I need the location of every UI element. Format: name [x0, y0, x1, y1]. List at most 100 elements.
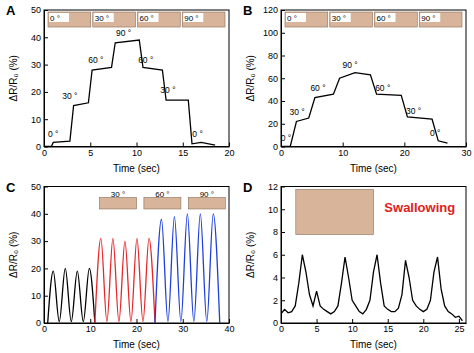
y-axis-title: ΔR/R₀ (%)	[245, 55, 256, 101]
inset-label: 90 °	[184, 14, 198, 23]
tick-label: 100	[263, 28, 278, 38]
plot-marks	[281, 73, 448, 147]
inset-label: 60 °	[377, 14, 391, 23]
annotation: 30 °	[289, 107, 304, 117]
tick-label: 50	[31, 182, 41, 192]
tick-mark	[44, 187, 48, 188]
tick: 40	[224, 319, 234, 334]
y-axis-title: ΔR/R₀ (%)	[245, 232, 256, 278]
annotation: 60 °	[310, 83, 325, 93]
tick-mark	[44, 268, 48, 269]
tick-mark	[281, 255, 285, 256]
tick-mark	[352, 319, 353, 323]
data-line	[95, 238, 155, 323]
photos: 0 °30 °60 °90 °	[48, 12, 225, 27]
plot-frame	[281, 187, 466, 324]
panel: 0510152001020304050Time (sec)ΔR/R₀ (%)A0…	[6, 3, 235, 174]
inset-label: 0 °	[50, 14, 60, 23]
tick: 0	[36, 142, 48, 152]
inset-label: 30 °	[95, 14, 109, 23]
annotation: 0 °	[48, 129, 59, 139]
inset-label: 0 °	[287, 14, 297, 23]
tick: 30	[461, 143, 471, 158]
tick-mark	[229, 319, 230, 323]
photo	[48, 12, 91, 27]
tick-mark	[404, 143, 405, 147]
photo	[375, 12, 418, 27]
tick: 10	[31, 115, 48, 125]
tick: 5	[88, 143, 93, 158]
tick-label: 0	[42, 148, 47, 158]
tick: 0	[273, 142, 285, 152]
annotation: 30 °	[406, 106, 421, 116]
photo-label-bg	[94, 13, 114, 22]
tick-mark	[183, 143, 184, 147]
tick-label: 0	[36, 142, 41, 152]
tick: 0	[36, 318, 48, 328]
tick-label: 10	[348, 324, 358, 334]
axis-line	[44, 187, 45, 324]
tick-label: 6	[273, 250, 278, 260]
tick-label: 20	[31, 87, 41, 97]
tick: 50	[31, 182, 48, 192]
tick: 0	[273, 318, 285, 328]
tick-label: 20	[400, 148, 410, 158]
photo	[138, 12, 181, 27]
inset-label: 30 °	[111, 190, 125, 199]
tick-mark	[44, 296, 48, 297]
panel-label: C	[6, 180, 16, 195]
photo	[144, 198, 181, 209]
inset-label: 60 °	[155, 190, 169, 199]
tick-label: 60	[268, 74, 278, 84]
tick-mark	[281, 78, 285, 79]
photo	[100, 198, 137, 209]
inset-label: 90 °	[200, 190, 214, 199]
tick: 5	[315, 319, 320, 334]
annotation: 30 °	[62, 91, 77, 101]
tick-label: 5	[315, 324, 320, 334]
tick-label: 25	[454, 324, 464, 334]
tick: 30	[178, 319, 188, 334]
tick-label: 0	[279, 148, 284, 158]
tick-mark	[44, 147, 48, 148]
tick: 80	[268, 51, 285, 61]
x-axis-title: Time (sec)	[113, 163, 160, 174]
tick: 10	[348, 319, 358, 334]
plot-marks	[281, 255, 462, 321]
tick-label: 20	[132, 324, 142, 334]
tick-mark	[44, 37, 48, 38]
tick-mark	[423, 319, 424, 323]
tick: 40	[268, 96, 285, 106]
plot-frame	[44, 187, 229, 324]
tick-label: 20	[224, 148, 234, 158]
tick: 15	[178, 143, 188, 158]
tick-mark	[281, 101, 285, 102]
tick-label: 40	[31, 33, 41, 43]
tick-mark	[281, 232, 285, 233]
tick-mark	[44, 214, 48, 215]
tick-mark	[137, 143, 138, 147]
tick-label: 30	[461, 148, 471, 158]
annotation: Swallowing	[384, 200, 455, 215]
tick-label: 40	[31, 209, 41, 219]
tick-label: 0	[273, 318, 278, 328]
tick-mark	[90, 319, 91, 323]
tick-mark	[281, 33, 285, 34]
photo	[419, 12, 462, 27]
tick-mark	[281, 323, 285, 324]
tick-mark	[281, 278, 285, 279]
tick-mark	[44, 92, 48, 93]
tick-label: 15	[383, 324, 393, 334]
panel-label: B	[243, 3, 252, 18]
figure: 0510152001020304050Time (sec)ΔR/R₀ (%)A0…	[0, 0, 474, 353]
x-axis-title: Time (sec)	[113, 339, 160, 350]
photos	[296, 190, 374, 235]
plot-marks	[44, 40, 215, 146]
data-line	[281, 73, 448, 147]
tick-label: 10	[86, 324, 96, 334]
panel-label: A	[6, 3, 16, 18]
tick: 20	[31, 87, 48, 97]
tick: 4	[273, 273, 285, 283]
panel: 0510152025024681012Time (sec)ΔR/R₀ (%)DS…	[243, 180, 467, 351]
photo	[285, 12, 328, 27]
